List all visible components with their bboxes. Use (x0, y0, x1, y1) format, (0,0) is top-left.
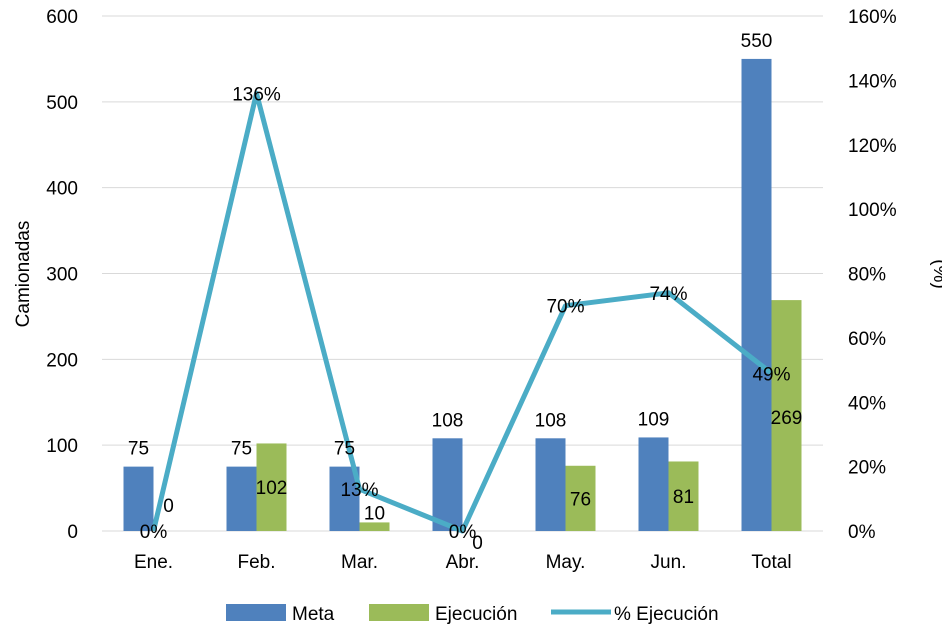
x-tick-label: Abr. (446, 552, 480, 573)
x-tick-label: Jun. (651, 552, 687, 573)
x-tick-label: Feb. (237, 552, 275, 573)
percent-line (151, 90, 774, 534)
meta-value-label: 108 (432, 410, 464, 431)
meta-value-label: 75 (128, 439, 149, 460)
bar-ejecución (256, 443, 287, 531)
y2-tick-label: 20% (848, 458, 886, 479)
meta-value-label: 109 (638, 409, 670, 430)
percent-value-label: 70% (546, 297, 584, 318)
meta-value-label: 108 (535, 410, 567, 431)
bar-meta (638, 437, 669, 531)
percent-value-label: 74% (649, 284, 687, 305)
percent-line-path (151, 90, 774, 534)
legend: Meta Ejecución % Ejecución (226, 604, 719, 625)
ejecucion-value-label: 0 (163, 496, 174, 517)
y2-tick-label: 0% (848, 522, 876, 543)
y-tick-label: 400 (46, 179, 78, 200)
y2-axis-title: (%) (929, 259, 942, 289)
meta-value-label: 75 (334, 439, 355, 460)
y2-tick-label: 120% (848, 136, 897, 157)
y2-tick-label: 80% (848, 265, 886, 286)
x-tick-label: Total (751, 552, 791, 573)
gridlines (102, 15, 823, 532)
y-tick-label: 0 (67, 522, 78, 543)
y2-tick-label: 40% (848, 393, 886, 414)
percent-value-label: 0% (449, 522, 477, 543)
ejecucion-value-label: 76 (570, 489, 591, 510)
x-tick-label: Mar. (341, 552, 378, 573)
y2-tick-label: 60% (848, 329, 886, 350)
y-tick-label: 500 (46, 93, 78, 114)
percent-value-label: 136% (232, 84, 281, 105)
percent-value-label: 13% (340, 480, 378, 501)
y-tick-label: 200 (46, 350, 78, 371)
ejecucion-value-label: 102 (256, 478, 288, 499)
y-axis-right: 0% 20% 40% 60% 80% 100% 120% 140% 160% (848, 7, 897, 543)
bar-meta (432, 438, 463, 531)
meta-value-label: 75 (231, 439, 252, 460)
y-axis-title: Camionadas (13, 221, 34, 328)
ejecucion-value-label: 10 (364, 503, 385, 524)
bar-ejecución (668, 461, 699, 531)
y2-tick-label: 160% (848, 7, 897, 28)
ejecucion-value-label: 0 (472, 533, 483, 554)
y-tick-label: 300 (46, 265, 78, 286)
y2-tick-label: 140% (848, 71, 897, 92)
x-tick-label: Ene. (134, 552, 173, 573)
bar-ejecución (359, 522, 390, 531)
bar-ejecución (771, 300, 802, 531)
legend-label-percent: % Ejecución (614, 604, 719, 625)
legend-label-ejecucion: Ejecución (435, 604, 517, 625)
meta-value-label: 550 (741, 31, 773, 52)
bar-ejecución (565, 465, 596, 531)
x-axis: Ene. Feb. Mar. Abr. May. Jun. Total (134, 552, 792, 573)
x-tick-label: May. (546, 552, 586, 573)
y2-tick-label: 100% (848, 200, 897, 221)
y-tick-label: 100 (46, 436, 78, 457)
y-axis-left: 0 100 200 300 400 500 600 (46, 7, 78, 543)
bar-meta (123, 466, 154, 531)
bar-meta (741, 58, 772, 532)
bar-meta (535, 438, 566, 531)
y-tick-label: 600 (46, 7, 78, 28)
ejecucion-value-label: 269 (771, 408, 803, 429)
bars (123, 58, 802, 532)
percent-value-label: 0% (140, 522, 168, 543)
legend-swatch-meta (226, 604, 286, 621)
ejecucion-value-label: 81 (673, 487, 694, 508)
legend-label-meta: Meta (292, 604, 335, 625)
percent-value-label: 49% (752, 364, 790, 385)
bar-meta (226, 466, 257, 531)
data-labels: 75 75 75 108 108 109 550 0 102 10 0 76 81 269 0% 136% 13… (128, 31, 802, 554)
legend-swatch-ejecucion (369, 604, 429, 621)
